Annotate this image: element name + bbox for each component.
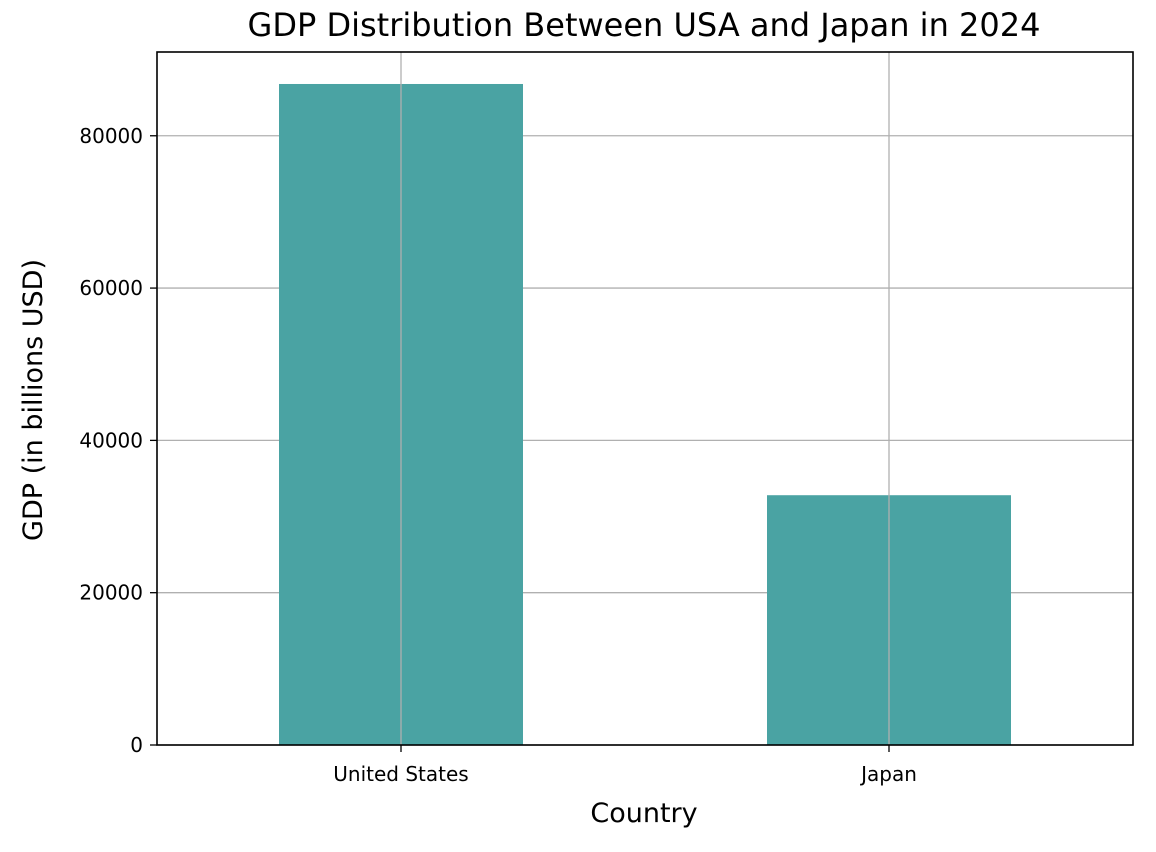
y-tick-label: 20000 [79,581,143,605]
x-axis-ticks: United States Japan [333,745,917,786]
chart-title: GDP Distribution Between USA and Japan i… [248,6,1041,44]
x-axis-label: Country [590,798,697,829]
vertical-grid [400,52,890,745]
y-tick-label: 40000 [79,428,143,452]
y-tick-label: 0 [130,733,143,757]
y-tick-label: 80000 [79,124,143,148]
plot-frame [156,51,1134,746]
y-axis-ticks: 0 20000 40000 60000 80000 [79,124,157,757]
x-tick-label: Japan [859,762,917,786]
y-tick-label: 60000 [79,276,143,300]
y-axis-label: GDP (in billions USD) [18,259,49,541]
bars [279,83,1011,745]
x-tick-label: United States [333,762,468,786]
